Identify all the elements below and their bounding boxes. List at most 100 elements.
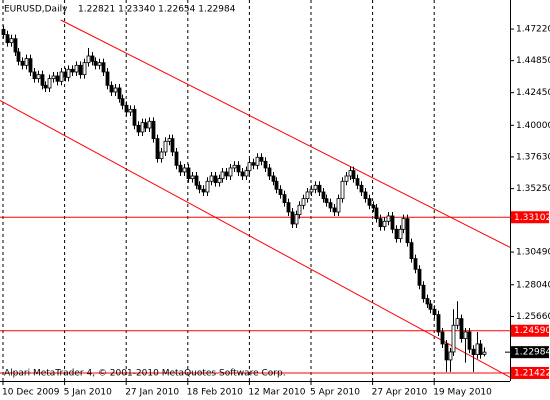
candle-body bbox=[405, 218, 410, 244]
candle-body bbox=[336, 198, 341, 213]
candle-body bbox=[247, 162, 252, 172]
candle-body bbox=[132, 108, 137, 126]
candle-body bbox=[317, 184, 322, 193]
candle-body bbox=[294, 214, 299, 225]
candle-body bbox=[417, 268, 422, 286]
y-tick-label: 1.42450 bbox=[516, 88, 550, 98]
candle-body bbox=[463, 331, 468, 340]
candle-body bbox=[228, 167, 233, 177]
candle-body bbox=[217, 178, 222, 184]
candle-body bbox=[55, 75, 60, 82]
candle-body bbox=[36, 74, 41, 80]
candle-body bbox=[136, 124, 141, 133]
candle-body bbox=[340, 180, 345, 200]
candle-body bbox=[321, 191, 326, 200]
candle-body bbox=[201, 188, 206, 193]
candle-body bbox=[282, 194, 287, 204]
candle-body bbox=[286, 202, 291, 213]
symbol: EURUSD,Daily bbox=[4, 5, 68, 15]
plot-area bbox=[0, 0, 510, 381]
candle-body bbox=[448, 351, 453, 361]
y-tick-label: 1.25660 bbox=[516, 312, 550, 322]
candle-body bbox=[117, 87, 122, 100]
y-tick-label: 1.47220 bbox=[516, 25, 550, 35]
candle-body bbox=[16, 51, 21, 62]
candle-body bbox=[113, 87, 118, 93]
candle-body bbox=[24, 58, 29, 66]
candle-body bbox=[251, 162, 256, 166]
candle-body bbox=[232, 164, 237, 169]
candle-body bbox=[401, 218, 406, 230]
candle-body bbox=[363, 191, 368, 200]
candle-body bbox=[120, 98, 125, 106]
candle-body bbox=[47, 78, 52, 89]
candle-body bbox=[70, 68, 75, 73]
candle-body bbox=[440, 331, 445, 345]
candle-body bbox=[143, 122, 148, 129]
candle-body bbox=[86, 55, 91, 64]
candle-body bbox=[78, 64, 83, 76]
candle-body bbox=[371, 204, 376, 209]
x-tick-label: 19 May 2010 bbox=[433, 388, 492, 398]
level-box bbox=[511, 211, 549, 224]
candle-body bbox=[97, 62, 102, 66]
candle-body bbox=[471, 348, 476, 356]
candle-body bbox=[432, 308, 437, 316]
candle-body bbox=[409, 242, 414, 260]
candle-body bbox=[324, 198, 329, 204]
candle-body bbox=[444, 343, 449, 361]
candle-body bbox=[332, 207, 337, 213]
candle-body bbox=[140, 122, 145, 133]
candle-body bbox=[374, 207, 379, 220]
candle-body bbox=[167, 138, 172, 142]
candle-body bbox=[174, 151, 179, 166]
y-tick-label: 1.44850 bbox=[516, 56, 550, 66]
x-tick-label: 5 Apr 2010 bbox=[310, 388, 360, 398]
candle-body bbox=[163, 140, 168, 153]
candle-body bbox=[455, 318, 460, 326]
candle-body bbox=[478, 343, 483, 356]
candle-body bbox=[413, 258, 418, 270]
candle-body bbox=[267, 167, 272, 177]
candle-body bbox=[159, 151, 164, 160]
y-tick-label: 1.40000 bbox=[516, 121, 550, 131]
candle-body bbox=[63, 71, 68, 78]
candle-body bbox=[297, 204, 302, 216]
candle-body bbox=[90, 55, 95, 62]
candle-body bbox=[459, 318, 464, 340]
candle-body bbox=[394, 228, 399, 240]
candle-body bbox=[428, 303, 433, 310]
candle-body bbox=[382, 220, 387, 228]
candle-body bbox=[482, 351, 487, 355]
candle-body bbox=[194, 175, 199, 186]
candle-body bbox=[309, 188, 314, 193]
candle-body bbox=[313, 184, 318, 190]
candle-body bbox=[224, 171, 229, 177]
candle-body bbox=[5, 34, 10, 44]
candle-body bbox=[1, 28, 6, 36]
candle-body bbox=[348, 170, 353, 177]
current-price-box bbox=[511, 346, 549, 359]
candle-body bbox=[186, 167, 191, 180]
level-box bbox=[511, 366, 549, 379]
candle-body bbox=[240, 171, 245, 177]
candle-body bbox=[59, 71, 64, 82]
x-tick-label: 27 Apr 2010 bbox=[372, 388, 428, 398]
footer: Alpari MetaTrader 4, © 2001-2010 MetaQuo… bbox=[4, 369, 286, 379]
candle-body bbox=[236, 164, 241, 173]
candle-body bbox=[124, 104, 129, 113]
current-price-label: 1.22984 bbox=[514, 348, 550, 358]
y-tick-label: 1.35250 bbox=[516, 184, 550, 194]
candle-body bbox=[355, 178, 360, 186]
candle-body bbox=[259, 156, 264, 162]
candle-body bbox=[128, 108, 133, 113]
candle-body bbox=[213, 175, 218, 184]
x-tick-label: 12 Mar 2010 bbox=[248, 388, 305, 398]
candle-body bbox=[271, 175, 276, 182]
level-box bbox=[511, 324, 549, 337]
candle-body bbox=[344, 175, 349, 182]
candle-body bbox=[305, 191, 310, 200]
candle-body bbox=[32, 71, 37, 80]
candle-body bbox=[209, 175, 214, 182]
